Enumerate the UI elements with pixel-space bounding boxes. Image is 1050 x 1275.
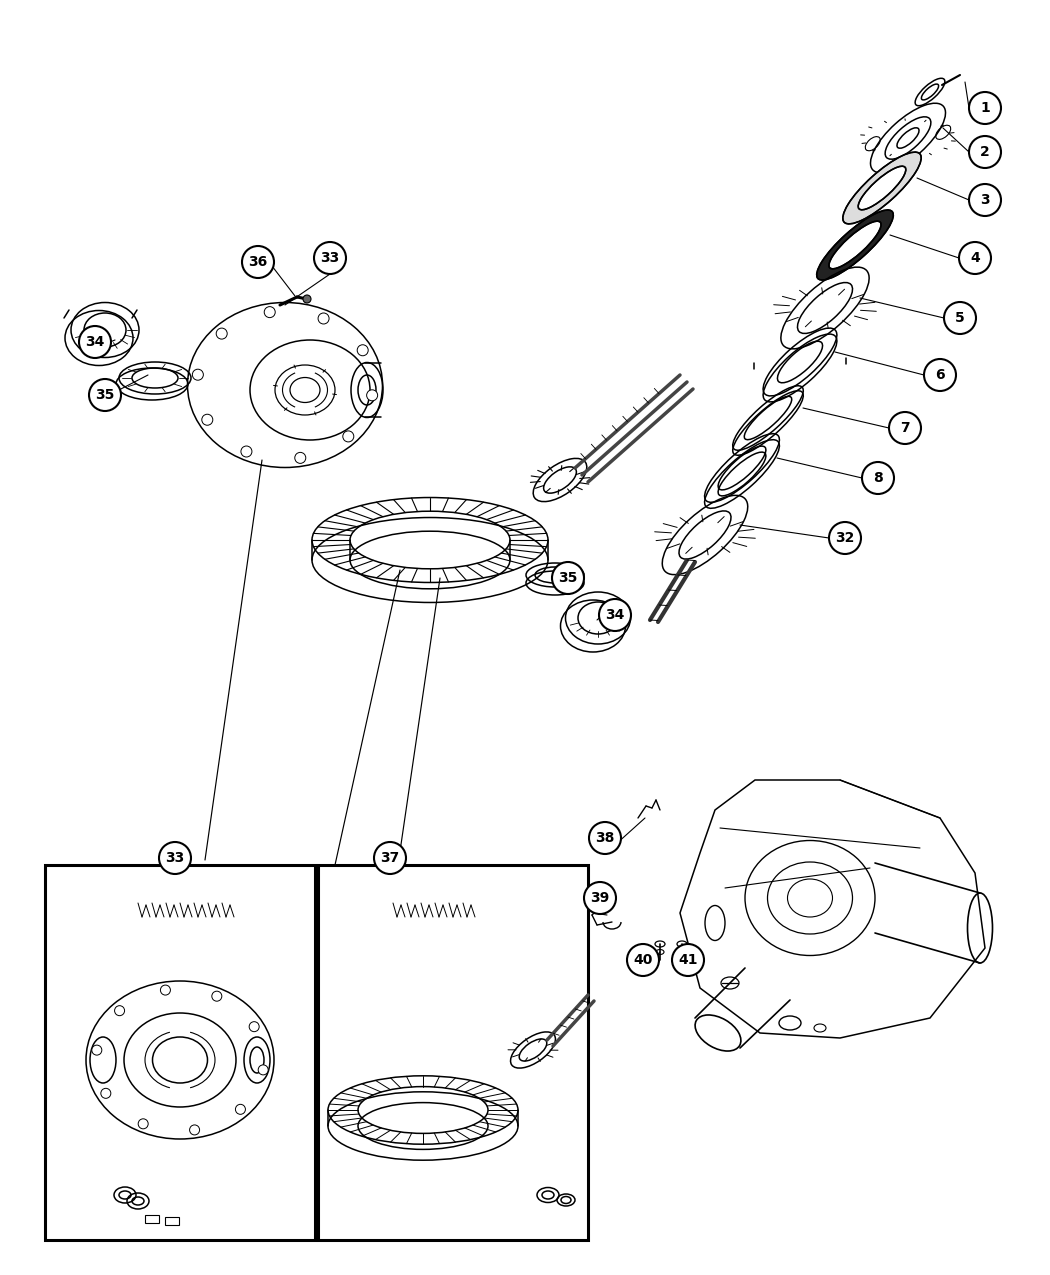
Circle shape <box>161 986 170 994</box>
Circle shape <box>924 360 956 391</box>
Circle shape <box>190 1125 200 1135</box>
Text: 2: 2 <box>980 145 990 159</box>
Circle shape <box>202 414 213 426</box>
Text: 35: 35 <box>96 388 114 402</box>
Text: 35: 35 <box>559 571 578 585</box>
Circle shape <box>672 944 704 975</box>
Circle shape <box>242 246 274 278</box>
Text: 6: 6 <box>936 368 945 382</box>
Circle shape <box>235 1104 246 1114</box>
Polygon shape <box>680 780 985 1038</box>
Circle shape <box>598 599 631 631</box>
Text: 39: 39 <box>590 891 610 905</box>
Circle shape <box>159 842 191 873</box>
Text: 33: 33 <box>320 251 339 265</box>
Text: 40: 40 <box>633 952 653 966</box>
Text: 7: 7 <box>900 421 909 435</box>
Circle shape <box>342 431 354 442</box>
Circle shape <box>295 453 306 463</box>
Ellipse shape <box>817 210 894 280</box>
Ellipse shape <box>858 166 906 210</box>
Text: 34: 34 <box>85 335 105 349</box>
Circle shape <box>889 412 921 444</box>
Bar <box>165 1218 178 1225</box>
Text: 34: 34 <box>605 608 625 622</box>
Circle shape <box>79 326 111 358</box>
Text: 36: 36 <box>249 255 268 269</box>
Text: 4: 4 <box>970 251 980 265</box>
Circle shape <box>240 446 252 456</box>
Circle shape <box>192 370 204 380</box>
Circle shape <box>969 136 1001 168</box>
Circle shape <box>862 462 894 493</box>
Circle shape <box>101 1089 111 1098</box>
Circle shape <box>552 562 584 594</box>
Circle shape <box>318 312 329 324</box>
Text: 3: 3 <box>981 193 990 207</box>
Circle shape <box>265 306 275 317</box>
Circle shape <box>303 295 311 303</box>
Circle shape <box>258 1065 268 1075</box>
Ellipse shape <box>828 221 881 269</box>
Circle shape <box>89 379 121 411</box>
Bar <box>318 864 588 1241</box>
Circle shape <box>584 882 616 914</box>
Circle shape <box>589 822 621 854</box>
Text: 1: 1 <box>980 101 990 115</box>
Circle shape <box>212 991 222 1001</box>
Circle shape <box>959 242 991 274</box>
Circle shape <box>627 944 659 975</box>
Circle shape <box>216 328 227 339</box>
Bar <box>145 1215 159 1223</box>
Circle shape <box>249 1021 259 1031</box>
Circle shape <box>944 302 977 334</box>
Circle shape <box>969 92 1001 124</box>
Circle shape <box>114 1006 125 1016</box>
Circle shape <box>139 1119 148 1128</box>
Text: 33: 33 <box>166 850 185 864</box>
Circle shape <box>357 344 369 356</box>
Text: 5: 5 <box>956 311 965 325</box>
Text: 37: 37 <box>380 850 400 864</box>
Circle shape <box>830 521 861 555</box>
Bar <box>45 864 315 1241</box>
Circle shape <box>366 390 378 400</box>
Ellipse shape <box>843 152 921 224</box>
Circle shape <box>314 242 346 274</box>
Circle shape <box>91 1046 102 1056</box>
Circle shape <box>969 184 1001 215</box>
Text: 41: 41 <box>678 952 698 966</box>
Text: 32: 32 <box>836 530 855 544</box>
Circle shape <box>374 842 406 873</box>
Text: 8: 8 <box>874 470 883 484</box>
Text: 38: 38 <box>595 831 614 845</box>
